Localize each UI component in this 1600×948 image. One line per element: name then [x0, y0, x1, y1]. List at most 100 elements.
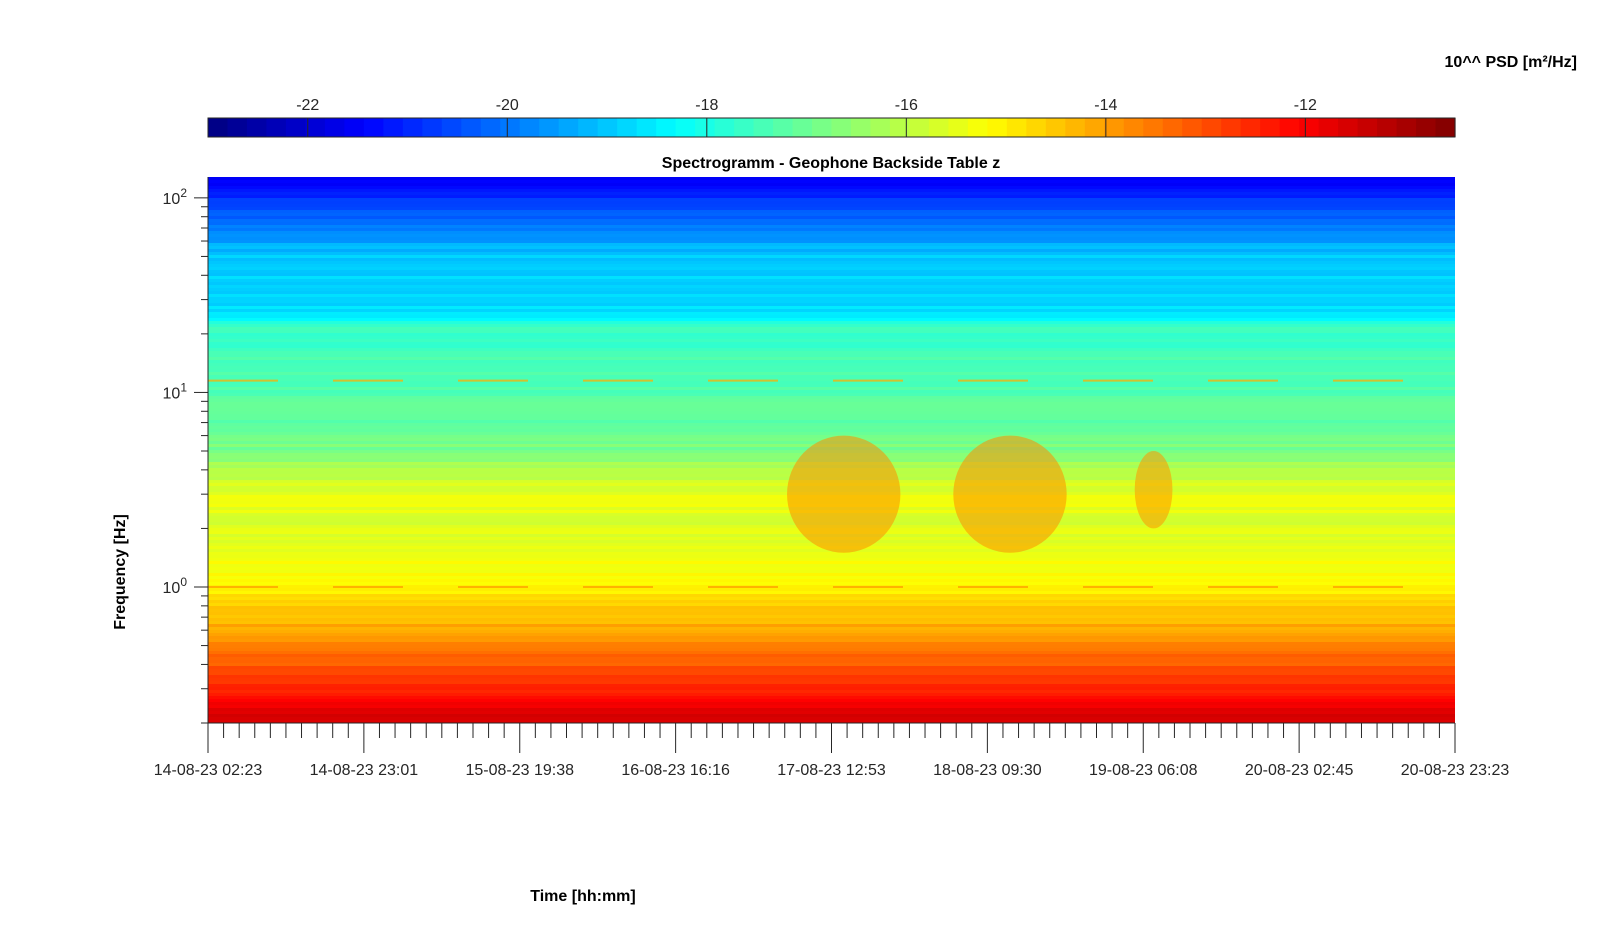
- heatmap-row: [208, 669, 1455, 673]
- colorbar-segment: [597, 118, 618, 137]
- heatmap-row: [208, 351, 1455, 355]
- colorbar-segment: [1318, 118, 1339, 137]
- colorbar-segment: [773, 118, 794, 137]
- heatmap-row: [208, 222, 1455, 226]
- heatmap-row: [208, 381, 1455, 385]
- heatmap-row: [208, 564, 1455, 568]
- y-tick-base: 10: [163, 385, 181, 402]
- heatmap-row: [208, 249, 1455, 253]
- heatmap-row: [208, 606, 1455, 610]
- heatmap-row: [208, 366, 1455, 370]
- heatmap-row: [208, 300, 1455, 304]
- colorbar-segment: [441, 118, 462, 137]
- heatmap-row: [208, 369, 1455, 373]
- colorbar-segments: [208, 118, 1456, 137]
- heatmap-row: [208, 270, 1455, 274]
- heatmap-row: [208, 246, 1455, 250]
- heatmap-row: [208, 666, 1455, 670]
- heatmap-row: [208, 420, 1455, 424]
- heatmap-row: [208, 714, 1455, 718]
- heatmap-row: [208, 579, 1455, 583]
- colorbar-segment: [636, 118, 657, 137]
- plot-area: [208, 177, 1455, 724]
- heatmap-row: [208, 576, 1455, 580]
- heatmap-row: [208, 327, 1455, 331]
- heatmap-row: [208, 435, 1455, 439]
- colorbar-segment: [1435, 118, 1456, 137]
- colorbar-label: 10^^ PSD [m²/Hz]: [1445, 54, 1577, 71]
- colorbar-segment: [402, 118, 423, 137]
- heatmap-row: [208, 684, 1455, 688]
- heatmap-row: [208, 636, 1455, 640]
- heatmap-row: [208, 216, 1455, 220]
- x-axis-label: Time [hh:mm]: [530, 888, 635, 905]
- heatmap-row: [208, 321, 1455, 325]
- heatmap-row: [208, 618, 1455, 622]
- heatmap-row: [208, 627, 1455, 631]
- heatmap-row: [208, 690, 1455, 694]
- colorbar-segment: [519, 118, 540, 137]
- colorbar-segment: [870, 118, 891, 137]
- colorbar-segment: [1182, 118, 1203, 137]
- colorbar-segment: [889, 118, 911, 137]
- heatmap-row: [208, 558, 1455, 562]
- heatmap-row: [208, 276, 1455, 280]
- y-tick-base: 10: [163, 580, 181, 597]
- heatmap-row: [208, 189, 1455, 193]
- heatmap-row: [208, 675, 1455, 679]
- heatmap-row: [208, 555, 1455, 559]
- heatmap-row: [208, 333, 1455, 337]
- heatmap-row: [208, 315, 1455, 319]
- heatmap-row: [208, 390, 1455, 394]
- colorbar-tick-label: -22: [296, 97, 319, 114]
- heatmap-row: [208, 291, 1455, 295]
- colorbar-segment: [909, 118, 930, 137]
- heatmap-row: [208, 282, 1455, 286]
- activity-patch: [953, 435, 1067, 553]
- heatmap-row: [208, 228, 1455, 232]
- colorbar-segment: [617, 118, 638, 137]
- y-tick-exponent: 1: [180, 380, 187, 394]
- colorbar-segment: [695, 118, 716, 137]
- heatmap-row: [208, 432, 1455, 436]
- heatmap-row: [208, 336, 1455, 340]
- y-tick-exponent: 2: [180, 186, 187, 200]
- heatmap-row: [208, 261, 1455, 265]
- colorbar: 10^^ PSD [m²/Hz] -22 -20 -18 -16 -14 -12: [207, 54, 1577, 138]
- heatmap-row: [208, 573, 1455, 577]
- heatmap-row: [208, 198, 1455, 202]
- colorbar-segment: [539, 118, 560, 137]
- heatmap-row: [208, 243, 1455, 247]
- colorbar-tick-label: -18: [695, 97, 718, 114]
- colorbar-segment: [675, 118, 696, 137]
- heatmap-row: [208, 357, 1455, 361]
- colorbar-segment: [812, 118, 833, 137]
- colorbar-segment: [558, 118, 579, 137]
- heatmap-row: [208, 402, 1455, 406]
- heatmap-row: [208, 621, 1455, 625]
- colorbar-segment: [656, 118, 677, 137]
- colorbar-segment: [324, 118, 345, 137]
- heatmap-row: [208, 600, 1455, 604]
- heatmap-row: [208, 408, 1455, 412]
- colorbar-segment: [266, 118, 287, 137]
- heatmap-row: [208, 696, 1455, 700]
- heatmap-row: [208, 213, 1455, 217]
- heatmap-row: [208, 231, 1455, 235]
- heatmap-row: [208, 642, 1455, 646]
- colorbar-segment: [928, 118, 950, 137]
- colorbar-segment: [1065, 118, 1086, 137]
- heatmap-row: [208, 318, 1455, 322]
- heatmap-row: [208, 219, 1455, 223]
- heatmap-row: [208, 186, 1455, 190]
- heatmap-row: [208, 180, 1455, 184]
- colorbar-segment: [500, 118, 521, 137]
- heatmap-row: [208, 237, 1455, 241]
- heatmap-row: [208, 657, 1455, 661]
- heatmap-row: [208, 387, 1455, 391]
- colorbar-segment: [1377, 118, 1398, 137]
- heatmap-row: [208, 273, 1455, 277]
- colorbar-segment: [987, 118, 1008, 137]
- colorbar-tick-label: -20: [496, 97, 519, 114]
- heatmap-row: [208, 372, 1455, 376]
